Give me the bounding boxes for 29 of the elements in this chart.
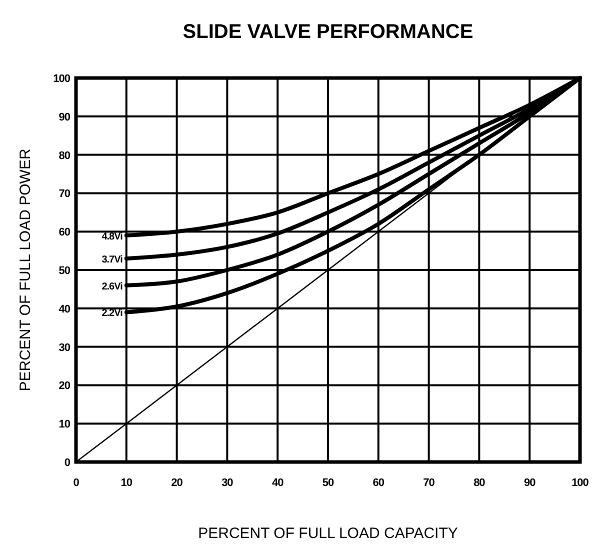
series-label: 2.6Vi bbox=[102, 281, 124, 292]
y-tick-label: 50 bbox=[58, 265, 70, 277]
y-tick-label: 100 bbox=[53, 73, 70, 85]
x-tick-label: 20 bbox=[171, 477, 183, 489]
x-tick-label: 80 bbox=[474, 477, 486, 489]
y-tick-label: 70 bbox=[58, 188, 70, 200]
y-tick-label: 80 bbox=[58, 150, 70, 162]
x-tick-label: 30 bbox=[222, 477, 234, 489]
series-label: 2.2Vi bbox=[102, 308, 124, 320]
chart-title: SLIDE VALVE PERFORMANCE bbox=[182, 21, 474, 43]
y-tick-label: 60 bbox=[58, 226, 70, 239]
x-tick-label: 0 bbox=[73, 477, 80, 489]
y-tick-label: 0 bbox=[64, 457, 70, 469]
y-tick-label: 90 bbox=[58, 111, 70, 124]
x-axis-title: PERCENT OF FULL LOAD CAPACITY bbox=[198, 525, 458, 542]
y-tick-label: 30 bbox=[58, 342, 70, 354]
x-tick-label: 50 bbox=[322, 477, 334, 489]
x-tick-label: 90 bbox=[524, 477, 536, 489]
x-tick-label: 100 bbox=[572, 477, 589, 489]
y-tick-label: 10 bbox=[58, 418, 70, 431]
x-tick-label: 10 bbox=[120, 477, 132, 489]
series-label: 4.8Vi bbox=[102, 231, 124, 242]
x-tick-label: 70 bbox=[423, 477, 435, 489]
y-tick-label: 20 bbox=[58, 380, 70, 392]
y-axis-title: PERCENT OF FULL LOAD POWER bbox=[17, 148, 34, 392]
x-tick-label: 60 bbox=[372, 477, 384, 489]
x-tick-label: 40 bbox=[272, 477, 284, 489]
y-tick-label: 40 bbox=[58, 303, 70, 316]
series-label: 3.7Vi bbox=[102, 254, 124, 266]
